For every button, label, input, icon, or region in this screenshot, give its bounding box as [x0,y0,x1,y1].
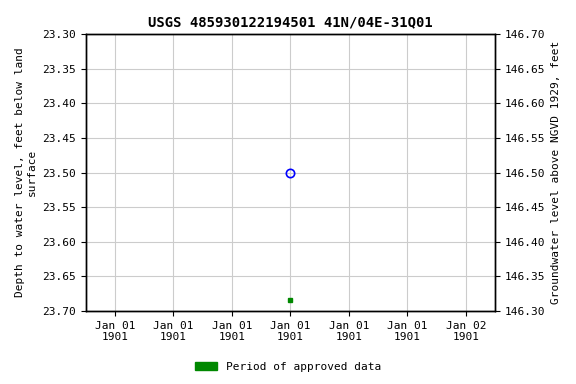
Legend: Period of approved data: Period of approved data [191,358,385,377]
Y-axis label: Depth to water level, feet below land
surface: Depth to water level, feet below land su… [15,48,37,298]
Title: USGS 485930122194501 41N/04E-31Q01: USGS 485930122194501 41N/04E-31Q01 [148,15,433,29]
Y-axis label: Groundwater level above NGVD 1929, feet: Groundwater level above NGVD 1929, feet [551,41,561,304]
